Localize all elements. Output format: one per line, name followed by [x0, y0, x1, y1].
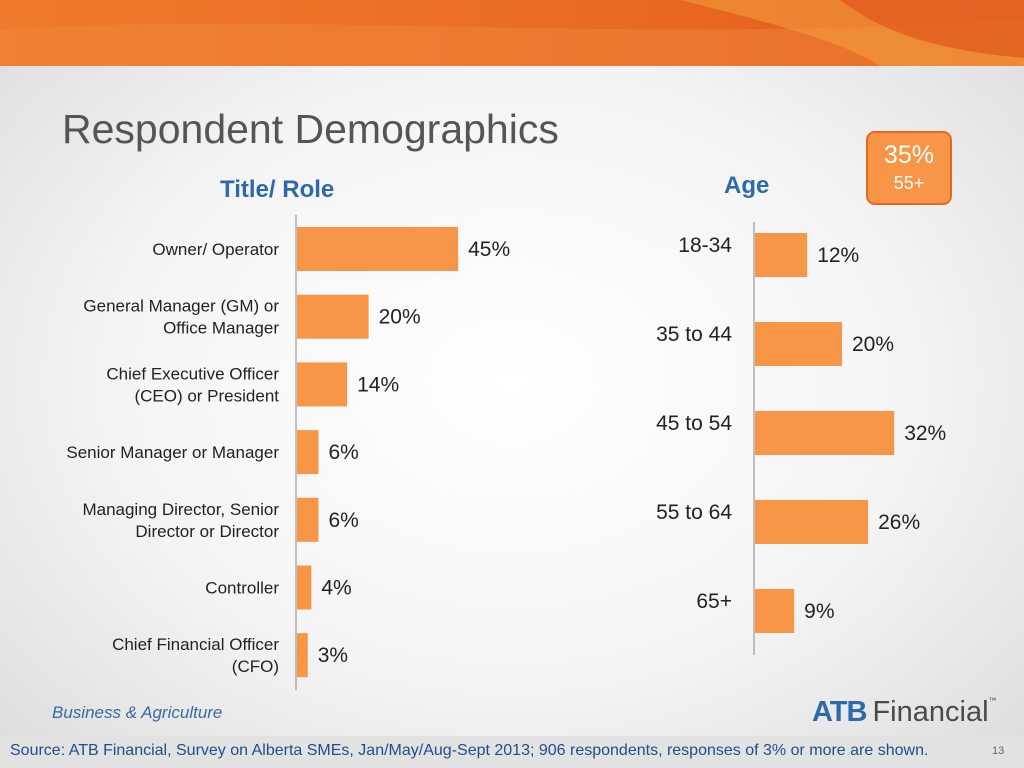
age-value-label: 32%: [904, 422, 946, 445]
role-category-label: Owner/ Operator: [152, 240, 279, 259]
age-chart-title: Age: [724, 172, 770, 199]
logo-word: Financial: [872, 696, 989, 728]
page-number: 13: [992, 745, 1005, 757]
role-value-label: 3%: [318, 644, 348, 667]
role-bar-chief-executive-officer-ceo-or-president: [297, 362, 348, 407]
age-category-label: 35 to 44: [656, 323, 732, 346]
role-value-label: 6%: [328, 441, 358, 464]
age-bar-45-to-54: [755, 411, 895, 455]
role-chart-title: Title/ Role: [220, 176, 335, 203]
role-category-label: Chief Financial Officer (CFO): [112, 635, 279, 676]
age-category-label: 65+: [696, 590, 732, 613]
source-note: Source: ATB Financial, Survey on Alberta…: [10, 742, 929, 759]
role-value-label: 4%: [321, 577, 351, 600]
role-category-label: Managing Director, Senior Director or Dir…: [82, 500, 279, 541]
role-value-label: 14%: [357, 373, 399, 396]
role-bar-controller: [297, 565, 312, 610]
role-value-label: 45%: [468, 238, 510, 261]
age-value-label: 26%: [878, 511, 920, 534]
role-bar-general-manager-gm-or-office-manager: [297, 294, 369, 339]
role-bar-senior-manager-or-manager: [297, 430, 319, 475]
logo-brand: ATB: [812, 696, 867, 728]
header-banner: [0, 0, 1024, 66]
role-bar-owner-operator: [297, 227, 459, 271]
segment-label: Business & Agriculture: [52, 703, 223, 722]
role-bar-chief-financial-officer-cfo: [297, 633, 308, 678]
role-category-label: Chief Executive Officer (CEO) or Presiden…: [106, 364, 279, 405]
role-value-label: 6%: [328, 509, 358, 532]
atb-financial-logo: ATB Financial™: [812, 696, 997, 730]
role-bar-managing-director-senior-director-or-director: [297, 497, 319, 542]
age-bar-18-34: [755, 233, 808, 277]
footer-bar: [0, 736, 1024, 768]
age-value-label: 9%: [804, 600, 834, 623]
logo-trademark: ™: [988, 696, 997, 705]
callout-label: 55+: [893, 173, 925, 193]
role-value-label: 20%: [379, 306, 421, 329]
age-value-label: 20%: [852, 333, 894, 356]
age-bar-35-to-44: [755, 322, 842, 366]
role-category-label: Controller: [205, 579, 279, 598]
age-value-label: 12%: [817, 244, 859, 267]
slide-title: Respondent Demographics: [62, 106, 559, 152]
role-category-label: Senior Manager or Manager: [66, 443, 279, 462]
callout-value: 35%: [883, 141, 935, 169]
age-category-label: 18-34: [678, 234, 732, 257]
age-bar-65: [755, 589, 795, 633]
age-55-plus-callout: 35% 55+: [866, 131, 952, 205]
role-category-label: General Manager (GM) or Office Manager: [83, 297, 279, 338]
age-category-label: 45 to 54: [656, 412, 732, 435]
age-category-label: 55 to 64: [656, 501, 732, 524]
age-bar-55-to-64: [755, 500, 869, 544]
